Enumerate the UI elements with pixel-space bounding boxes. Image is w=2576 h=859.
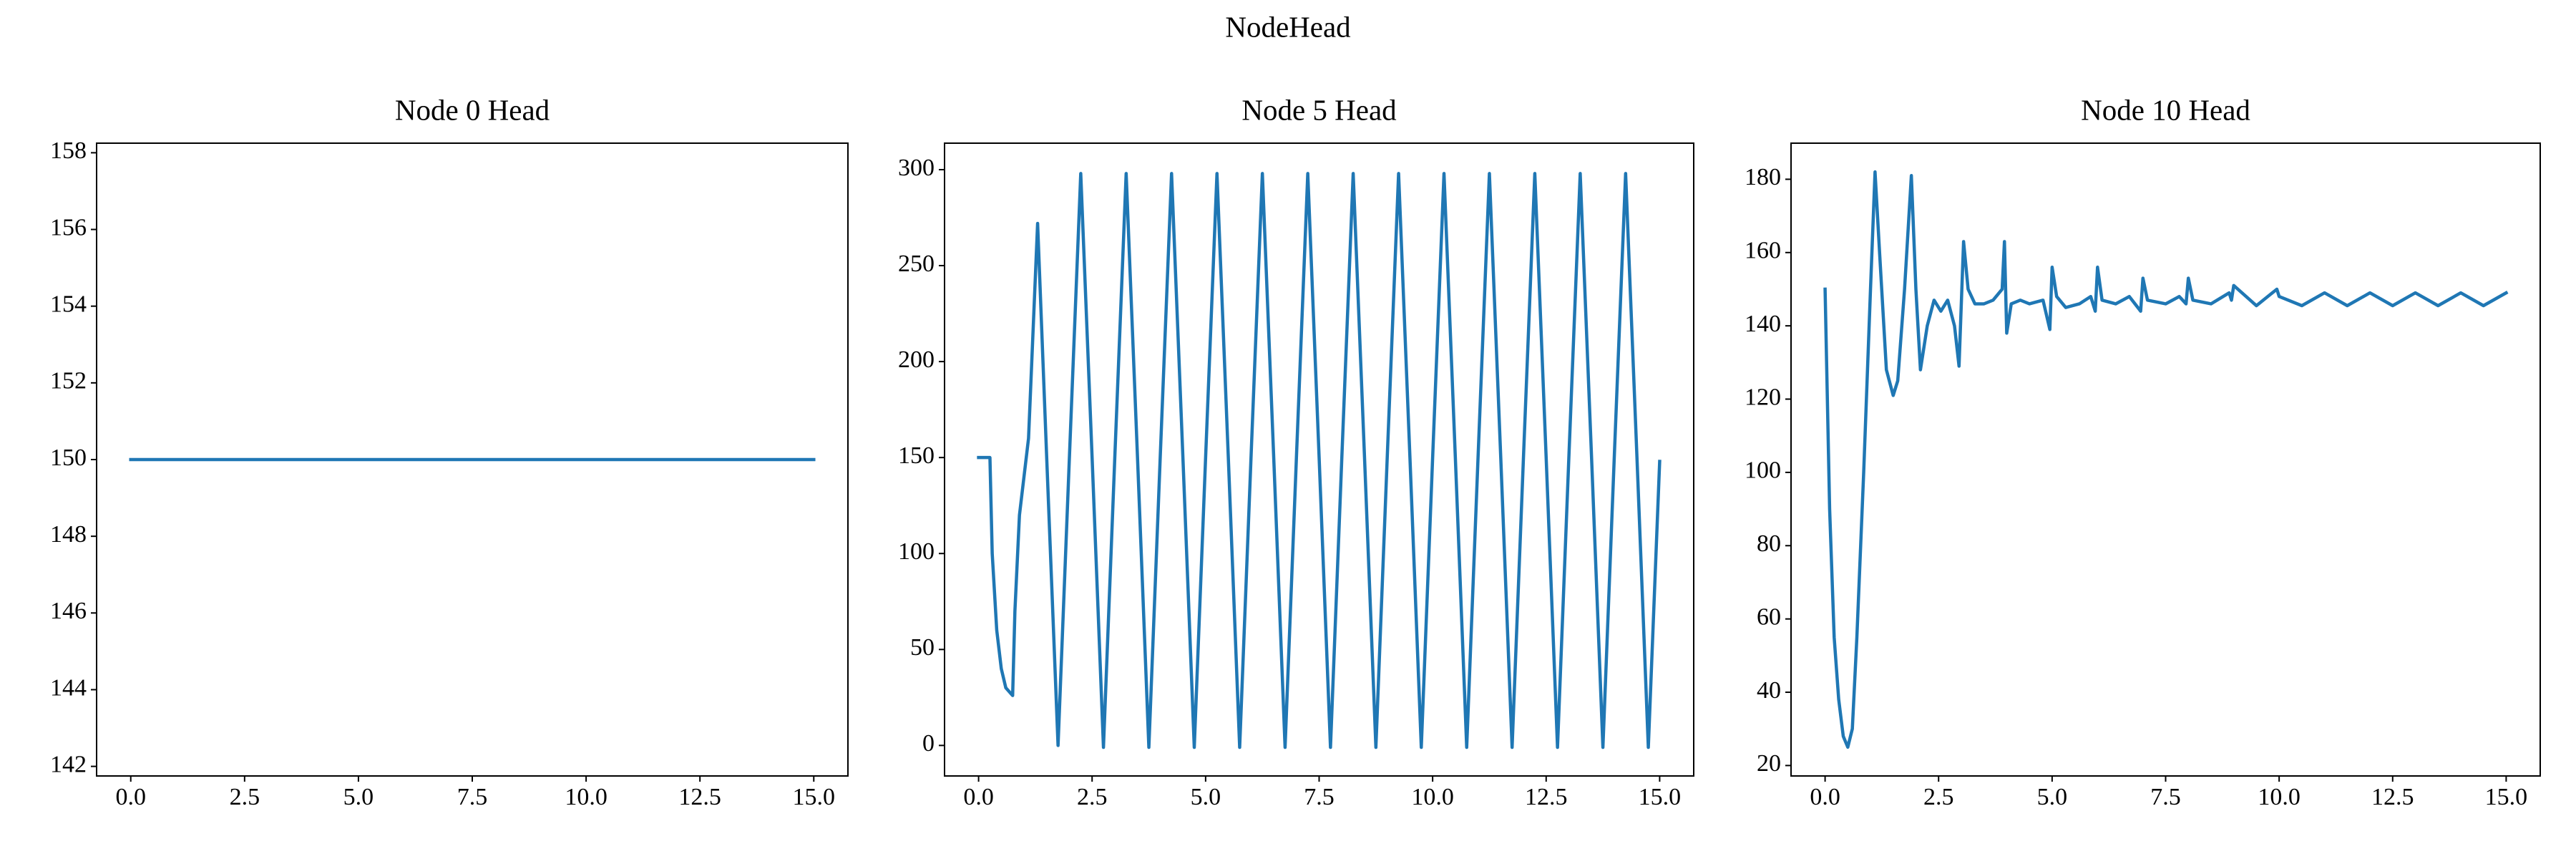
x-tick-label: 10.0 bbox=[1411, 784, 1454, 810]
y-tick-label: 150 bbox=[898, 442, 935, 469]
y-tick-label: 144 bbox=[50, 674, 87, 701]
x-tick-label: 5.0 bbox=[2037, 784, 2068, 810]
y-tick-label: 250 bbox=[898, 251, 935, 277]
x-tick-label: 5.0 bbox=[1191, 784, 1221, 810]
x-tick-label: 2.5 bbox=[1077, 784, 1108, 810]
x-tick-label: 0.0 bbox=[963, 784, 994, 810]
x-tick-label: 12.5 bbox=[1525, 784, 1568, 810]
y-tick-label: 154 bbox=[50, 291, 87, 317]
x-tick-label: 15.0 bbox=[793, 784, 836, 810]
y-tick-label: 158 bbox=[50, 137, 87, 164]
subplot-title: Node 5 Head bbox=[1241, 93, 1396, 126]
x-tick-label: 12.5 bbox=[678, 784, 721, 810]
y-tick-label: 142 bbox=[50, 751, 87, 777]
y-tick-label: 148 bbox=[50, 521, 87, 548]
x-tick-label: 5.0 bbox=[343, 784, 374, 810]
y-tick-label: 0 bbox=[922, 730, 935, 757]
y-tick-label: 40 bbox=[1757, 677, 1781, 704]
subplot-title: Node 0 Head bbox=[395, 93, 550, 126]
y-tick-label: 80 bbox=[1757, 530, 1781, 557]
data-line bbox=[977, 172, 1662, 749]
x-tick-label: 2.5 bbox=[1923, 784, 1954, 810]
x-tick-label: 15.0 bbox=[1639, 784, 1682, 810]
x-tick-label: 12.5 bbox=[2371, 784, 2414, 810]
x-tick-label: 15.0 bbox=[2485, 784, 2528, 810]
x-tick-label: 0.0 bbox=[115, 784, 146, 810]
data-line bbox=[1823, 170, 2509, 749]
x-tick-label: 10.0 bbox=[565, 784, 608, 810]
x-tick-label: 10.0 bbox=[2258, 784, 2301, 810]
y-tick-label: 140 bbox=[1745, 311, 1781, 337]
x-tick-label: 7.5 bbox=[457, 784, 488, 810]
y-tick-label: 300 bbox=[898, 155, 935, 181]
axes-frame bbox=[1790, 142, 2541, 777]
y-tick-label: 156 bbox=[50, 214, 87, 241]
x-tick-label: 7.5 bbox=[1304, 784, 1335, 810]
y-tick-label: 50 bbox=[910, 634, 935, 661]
y-tick-label: 120 bbox=[1745, 384, 1781, 410]
figure-title: NodeHead bbox=[1225, 10, 1350, 43]
y-tick-label: 152 bbox=[50, 368, 87, 394]
y-tick-label: 20 bbox=[1757, 750, 1781, 777]
y-tick-label: 160 bbox=[1745, 238, 1781, 264]
y-tick-label: 100 bbox=[898, 538, 935, 565]
y-tick-label: 150 bbox=[50, 445, 87, 471]
x-tick-label: 2.5 bbox=[230, 784, 260, 810]
subplot-title: Node 10 Head bbox=[2081, 93, 2250, 126]
y-tick-label: 146 bbox=[50, 598, 87, 624]
x-tick-label: 7.5 bbox=[2150, 784, 2181, 810]
axes-frame bbox=[96, 142, 849, 777]
axes-frame bbox=[944, 142, 1694, 777]
y-tick-label: 60 bbox=[1757, 603, 1781, 630]
y-tick-label: 200 bbox=[898, 346, 935, 373]
x-tick-label: 0.0 bbox=[1810, 784, 1840, 810]
y-tick-label: 100 bbox=[1745, 457, 1781, 484]
y-tick-label: 180 bbox=[1745, 164, 1781, 190]
